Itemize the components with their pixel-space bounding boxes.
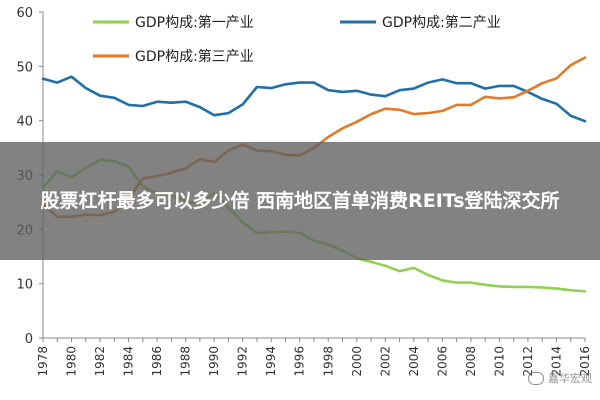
x-tick-label: 2016 [578,346,592,377]
y-tick-label: 0 [25,332,33,347]
watermark-text: 嘉华宏观 [548,372,592,385]
x-tick-label: 1982 [93,346,107,377]
x-tick-label: 1990 [207,346,221,377]
x-tick-label: 1994 [264,346,278,377]
y-tick-label: 50 [16,60,33,75]
x-tick-label: 1986 [150,346,164,377]
series-line-2 [41,75,587,123]
x-tick-label: 2010 [492,346,506,377]
x-tick-label: 2014 [549,346,563,377]
legend-label-2: GDP构成:第二产业 [382,14,501,31]
wechat-icon [528,371,544,385]
x-tick-label: 1996 [293,346,307,377]
x-tick-label: 2000 [350,346,364,377]
x-tick-label: 1998 [321,346,335,377]
x-tick-label: 2004 [407,346,421,377]
x-tick-label: 2012 [521,346,535,377]
headline-text: 股票杠杆最多可以多少倍 西南地区首单消费REITs登陆深交所 [40,190,560,212]
x-tick-label: 1980 [65,346,79,377]
y-tick-label: 40 [16,115,33,130]
x-tick-label: 2006 [435,346,449,377]
x-tick-label: 2002 [378,346,392,377]
watermark: 嘉华宏观 [528,370,592,386]
y-tick-label: 10 [16,278,33,293]
x-tick-label: 1988 [179,346,193,377]
x-tick-label: 2008 [464,346,478,377]
x-tick-label: 1984 [122,346,136,377]
chart-legend: GDP构成:第一产业 GDP构成:第二产业 GDP构成:第三产业 [93,14,501,65]
x-tick-label: 1992 [236,346,250,377]
legend-label-1: GDP构成:第一产业 [135,14,254,31]
x-tick-label: 1978 [36,346,50,377]
y-tick-label: 60 [16,6,33,21]
legend-label-3: GDP构成:第三产业 [135,48,254,65]
headline-banner: 股票杠杆最多可以多少倍 西南地区首单消费REITs登陆深交所 [0,142,600,260]
